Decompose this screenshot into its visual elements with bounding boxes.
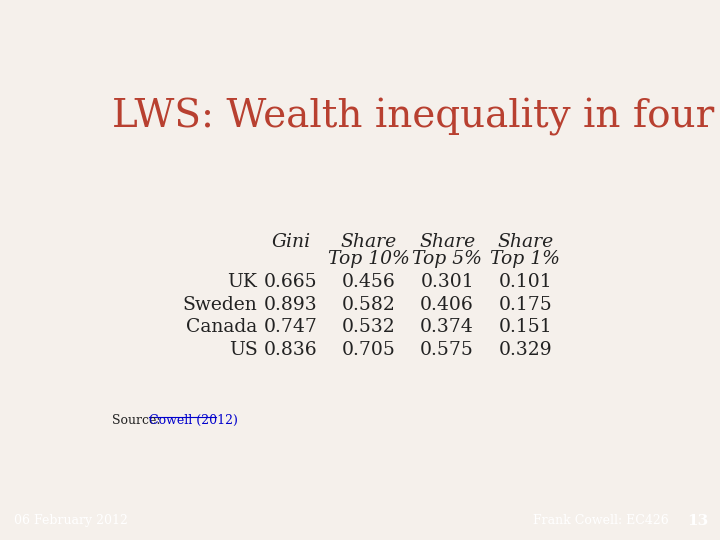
Text: 0.532: 0.532 — [342, 319, 396, 336]
Text: 0.747: 0.747 — [264, 319, 318, 336]
Text: LWS: Wealth inequality in four countries: LWS: Wealth inequality in four countries — [112, 98, 720, 136]
Text: 06 February 2012: 06 February 2012 — [14, 514, 128, 527]
Text: 0.665: 0.665 — [264, 273, 318, 291]
Text: Source:: Source: — [112, 414, 161, 427]
Text: Share: Share — [419, 233, 475, 251]
Text: UK: UK — [228, 273, 258, 291]
Text: 0.893: 0.893 — [264, 295, 318, 314]
Text: Gini: Gini — [271, 233, 310, 251]
Text: Frank Cowell: EC426: Frank Cowell: EC426 — [533, 514, 669, 527]
Text: 0.374: 0.374 — [420, 319, 474, 336]
Text: 0.582: 0.582 — [342, 295, 396, 314]
Text: Top 10%: Top 10% — [328, 250, 410, 268]
Text: 0.175: 0.175 — [498, 295, 552, 314]
Text: 0.406: 0.406 — [420, 295, 474, 314]
Text: US: US — [229, 341, 258, 359]
Text: Share: Share — [497, 233, 554, 251]
Text: 0.329: 0.329 — [498, 341, 552, 359]
Text: Cowell (2012): Cowell (2012) — [148, 414, 238, 427]
Text: Top 1%: Top 1% — [490, 250, 560, 268]
Text: Canada: Canada — [186, 319, 258, 336]
Text: 0.151: 0.151 — [498, 319, 552, 336]
Text: 0.705: 0.705 — [342, 341, 396, 359]
Text: 13: 13 — [688, 514, 709, 528]
Text: 0.836: 0.836 — [264, 341, 318, 359]
Text: 0.575: 0.575 — [420, 341, 474, 359]
Text: Share: Share — [341, 233, 397, 251]
Text: 0.101: 0.101 — [498, 273, 552, 291]
Text: 0.456: 0.456 — [342, 273, 396, 291]
Text: 0.301: 0.301 — [420, 273, 474, 291]
Text: Top 5%: Top 5% — [412, 250, 482, 268]
Text: Sweden: Sweden — [183, 295, 258, 314]
